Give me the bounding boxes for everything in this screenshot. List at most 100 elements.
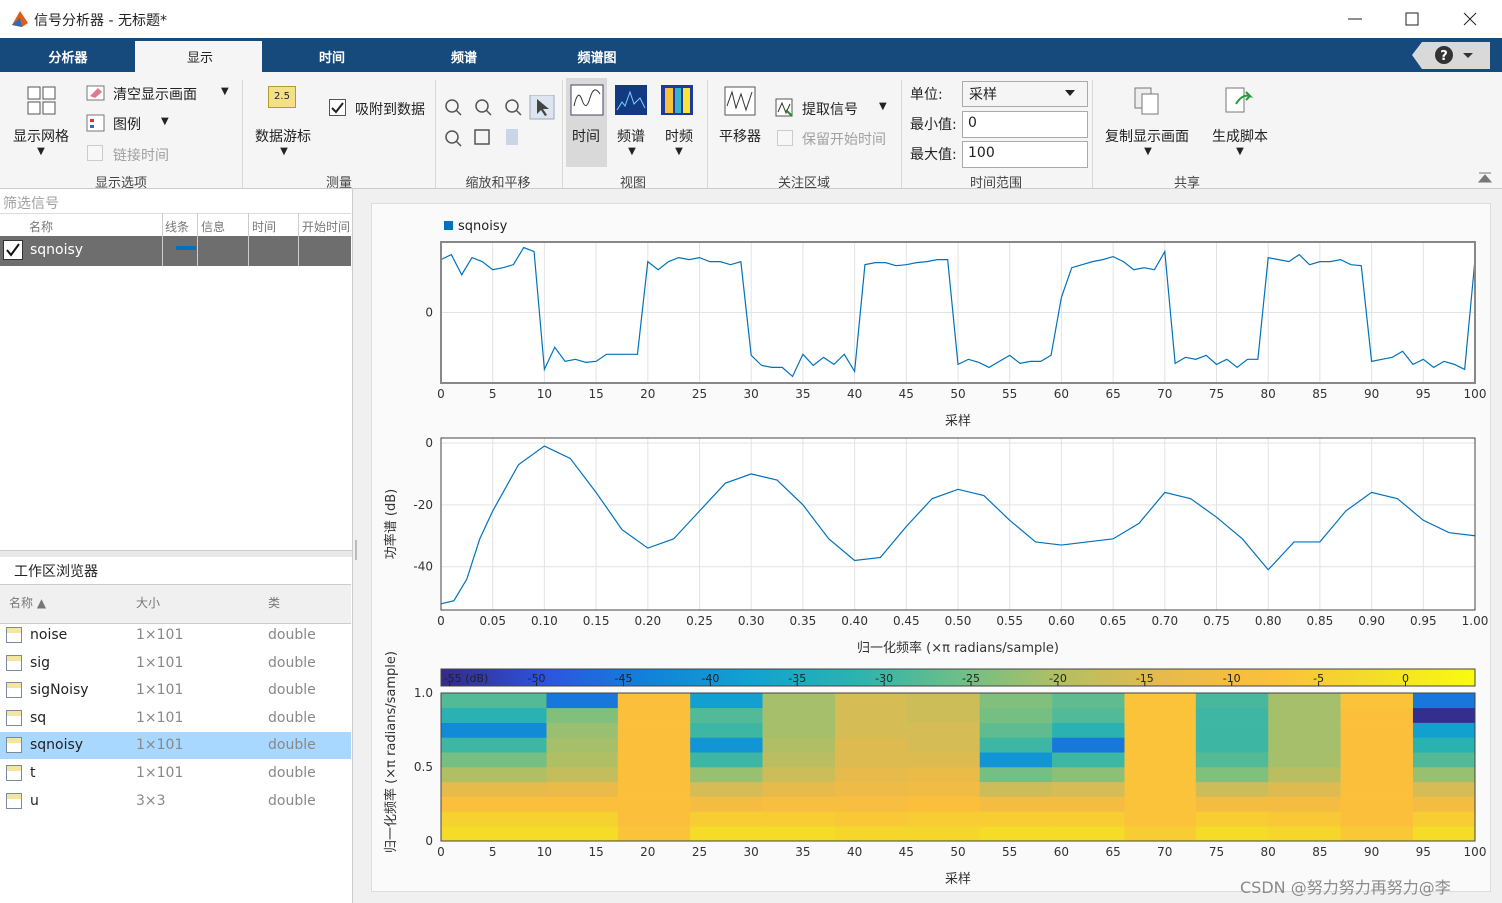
x-tick-label: 30: [744, 845, 759, 859]
heatmap-cell: [1412, 811, 1476, 827]
workspace-cell[interactable]: 1×101: [136, 654, 184, 671]
variable-icon: [6, 682, 22, 699]
workspace-cell[interactable]: 1×101: [136, 682, 184, 699]
column-header[interactable]: 大小: [136, 596, 161, 610]
button-label[interactable]: 数据游标: [255, 129, 311, 145]
workspace-row[interactable]: [0, 732, 351, 760]
zoom-pan-icons[interactable]: [442, 95, 558, 151]
workspace-cell[interactable]: sqnoisy: [30, 737, 84, 754]
help-button[interactable]: ?: [1412, 42, 1490, 69]
dropdown-arrow[interactable]: ▼: [221, 86, 229, 97]
column-header[interactable]: 开始时间: [302, 220, 350, 234]
x-tick-label: 0.95: [1410, 614, 1437, 628]
workspace-cell[interactable]: u: [30, 792, 39, 809]
button-label[interactable]: 提取信号: [802, 102, 858, 118]
tab[interactable]: 频谱图: [577, 51, 617, 66]
col-divider: [197, 213, 198, 266]
tab[interactable]: 分析器: [48, 51, 88, 66]
workspace-cell[interactable]: double: [268, 765, 316, 781]
select-arrow[interactable]: [1064, 89, 1076, 97]
checkbox[interactable]: [87, 145, 103, 161]
column-header[interactable]: 类: [268, 596, 281, 610]
tab[interactable]: 时间: [318, 51, 346, 66]
button-label[interactable]: 频谱: [617, 129, 645, 145]
button-label[interactable]: 复制显示画面: [1105, 129, 1189, 145]
splitter[interactable]: [0, 550, 352, 557]
input-value[interactable]: 100: [968, 145, 995, 161]
dropdown-arrow[interactable]: ▼: [1236, 146, 1244, 157]
workspace-cell[interactable]: sq: [30, 709, 47, 726]
heatmap-cell: [617, 811, 691, 827]
workspace-cell[interactable]: double: [268, 737, 316, 754]
workspace-cell[interactable]: 1×101: [136, 737, 184, 754]
checkbox-checked[interactable]: [3, 240, 23, 260]
legend-label: sqnoisy: [458, 219, 508, 234]
column-header[interactable]: 名称 ▲: [9, 596, 47, 610]
colorbar-tick-label: -30: [875, 672, 893, 685]
input-value[interactable]: 0: [968, 115, 977, 131]
button-label[interactable]: 平移器: [719, 129, 761, 145]
button-label[interactable]: 时间: [572, 129, 600, 145]
workspace-cell[interactable]: 1×101: [136, 765, 184, 781]
checkbox[interactable]: [777, 130, 793, 146]
column-header-text[interactable]: 名称: [9, 596, 34, 610]
workspace-cell[interactable]: double: [268, 627, 316, 643]
select-value[interactable]: 采样: [969, 87, 997, 103]
max-input[interactable]: [962, 141, 1088, 168]
workspace-cell[interactable]: sigNoisy: [30, 682, 89, 699]
checkbox-label[interactable]: 吸附到数据: [355, 102, 425, 118]
dropdown-arrow[interactable]: ▼: [628, 146, 636, 157]
signal-name[interactable]: sqnoisy: [30, 242, 84, 258]
heatmap-cell: [546, 826, 619, 842]
workspace-cell[interactable]: sig: [30, 654, 51, 671]
workspace-cell[interactable]: double: [268, 792, 316, 809]
unit-select[interactable]: [962, 81, 1088, 107]
dropdown-arrow[interactable]: ▼: [280, 146, 288, 157]
x-tick-label: 100: [1464, 845, 1487, 859]
heatmap-cell: [762, 722, 836, 738]
dropdown-arrow[interactable]: ▼: [37, 146, 45, 157]
heatmap-cell: [1124, 781, 1197, 797]
button-label[interactable]: 显示网格: [13, 129, 69, 145]
column-header[interactable]: 时间: [252, 220, 277, 234]
heatmap-cell: [441, 781, 547, 797]
signal-row[interactable]: [0, 236, 351, 266]
heatmap-cell: [617, 693, 691, 709]
tab[interactable]: 频谱: [450, 51, 478, 66]
button-label[interactable]: 时频: [665, 129, 693, 145]
collapse-button[interactable]: [1477, 170, 1493, 184]
workspace-cell[interactable]: 3×3: [136, 792, 166, 809]
dropdown-arrow[interactable]: ▼: [879, 101, 887, 112]
dropdown-arrow[interactable]: ▼: [1144, 146, 1152, 157]
workspace-cell[interactable]: double: [268, 709, 316, 726]
checkbox-label[interactable]: 保留开始时间: [802, 132, 886, 148]
column-header[interactable]: 信息: [201, 220, 226, 234]
checkbox-label[interactable]: 链接时间: [113, 148, 169, 164]
heatmap-cell: [441, 826, 547, 842]
min-input[interactable]: [962, 111, 1088, 138]
splitter-grip[interactable]: [355, 540, 357, 560]
workspace-cell[interactable]: noise: [30, 627, 68, 643]
window-controls[interactable]: [1340, 8, 1490, 30]
tab[interactable]: 显示: [186, 51, 214, 66]
workspace-cell[interactable]: double: [268, 654, 316, 671]
x-tick-label: 90: [1364, 387, 1379, 401]
workspace-cell[interactable]: double: [268, 682, 316, 699]
workspace-cell[interactable]: 1×101: [136, 709, 184, 726]
column-header[interactable]: 线条: [165, 220, 190, 234]
filter-box[interactable]: 筛选信号: [3, 196, 59, 212]
dropdown-arrow[interactable]: ▼: [161, 116, 169, 127]
button-label[interactable]: 清空显示画面: [113, 87, 197, 103]
dropdown-arrow[interactable]: ▼: [675, 146, 683, 157]
column-header[interactable]: 名称: [29, 220, 54, 234]
axes-frame: [440, 241, 1476, 384]
workspace-cell[interactable]: 1×101: [136, 627, 184, 643]
heatmap-cell: [690, 722, 763, 738]
button-label[interactable]: 图例: [113, 117, 141, 133]
heatmap-cell: [979, 737, 1053, 753]
checkbox-checked[interactable]: [329, 99, 347, 117]
workspace-cell[interactable]: t: [30, 765, 36, 781]
charts: 0 5 10 15 20 25 30 35 40 45 50 55 60 65 70 75 80 85 90 95 10…: [383, 219, 1488, 887]
group-label: 时间范围: [969, 176, 1023, 191]
button-label[interactable]: 生成脚本: [1212, 129, 1268, 145]
